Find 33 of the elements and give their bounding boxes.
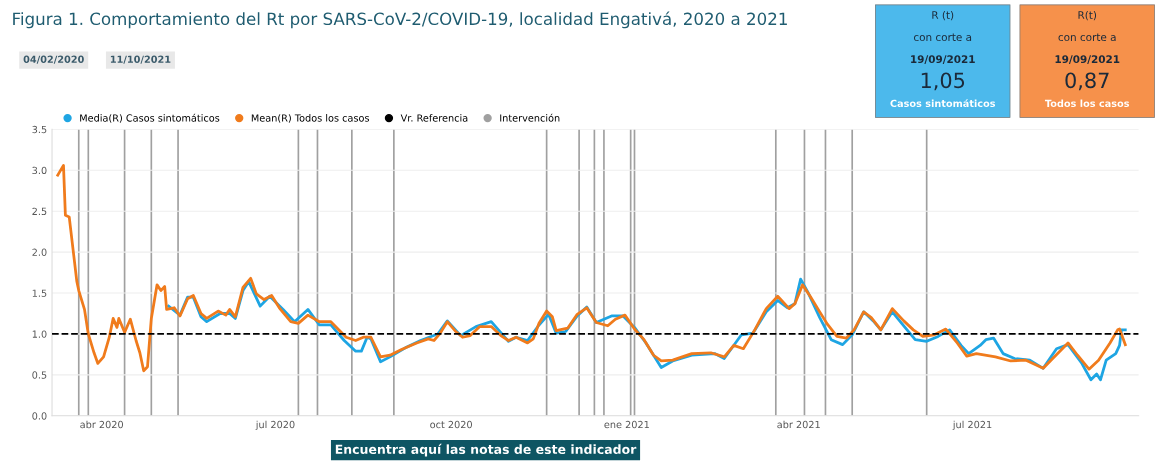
text: R (t) bbox=[932, 10, 954, 21]
y-tick-label: 2.5 bbox=[32, 207, 47, 216]
x-tick-label: abr 2021 bbox=[777, 420, 820, 429]
legend-label: Intervención bbox=[500, 113, 560, 122]
text: 19/09/2021 bbox=[1055, 55, 1120, 64]
text: 0,87 bbox=[1065, 72, 1109, 91]
y-tick-label: 1.0 bbox=[32, 330, 47, 338]
text: 1,05 bbox=[921, 72, 965, 91]
chart-title: Figura 1. Comportamiento del Rt por SARS-CoV-2/COVID-19, localidad Engativá, 2020 a 2021 bbox=[13, 11, 787, 29]
x-tick-label: jul 2020 bbox=[255, 420, 295, 431]
text: con corte a bbox=[1058, 33, 1116, 42]
x-tick-label: abr 2020 bbox=[80, 420, 124, 429]
text: con corte a bbox=[914, 33, 972, 42]
text: R(t) bbox=[1078, 10, 1097, 21]
y-tick-label: 0.0 bbox=[32, 412, 47, 420]
text: Casos sintomáticos bbox=[890, 99, 996, 108]
text: Todos los casos bbox=[1044, 99, 1130, 108]
legend-label: Mean(R) Todos los casos bbox=[251, 114, 370, 123]
y-tick-label: 3.0 bbox=[32, 166, 47, 175]
x-tick-label: oct 2020 bbox=[430, 420, 472, 429]
x-tick-label: jul 2021 bbox=[952, 420, 992, 431]
y-tick-label: 2.0 bbox=[32, 248, 47, 256]
line-series bbox=[56, 163, 1127, 373]
text: 19/09/2021 bbox=[911, 55, 975, 64]
text: Encuentra aquí las notas de este indicador bbox=[335, 443, 637, 457]
text: 04/02/2020 bbox=[23, 55, 84, 64]
y-tick-label: 1.5 bbox=[32, 289, 47, 297]
y-tick-label: 3.5 bbox=[32, 125, 47, 134]
x-tick-label: ene 2021 bbox=[604, 420, 649, 429]
text: 11/10/2021 bbox=[110, 55, 171, 64]
y-tick-label: 0.5 bbox=[32, 371, 47, 379]
legend-label: Vr. Referencia bbox=[400, 114, 468, 122]
legend-label: Media(R) Casos sintomáticos bbox=[80, 113, 220, 123]
